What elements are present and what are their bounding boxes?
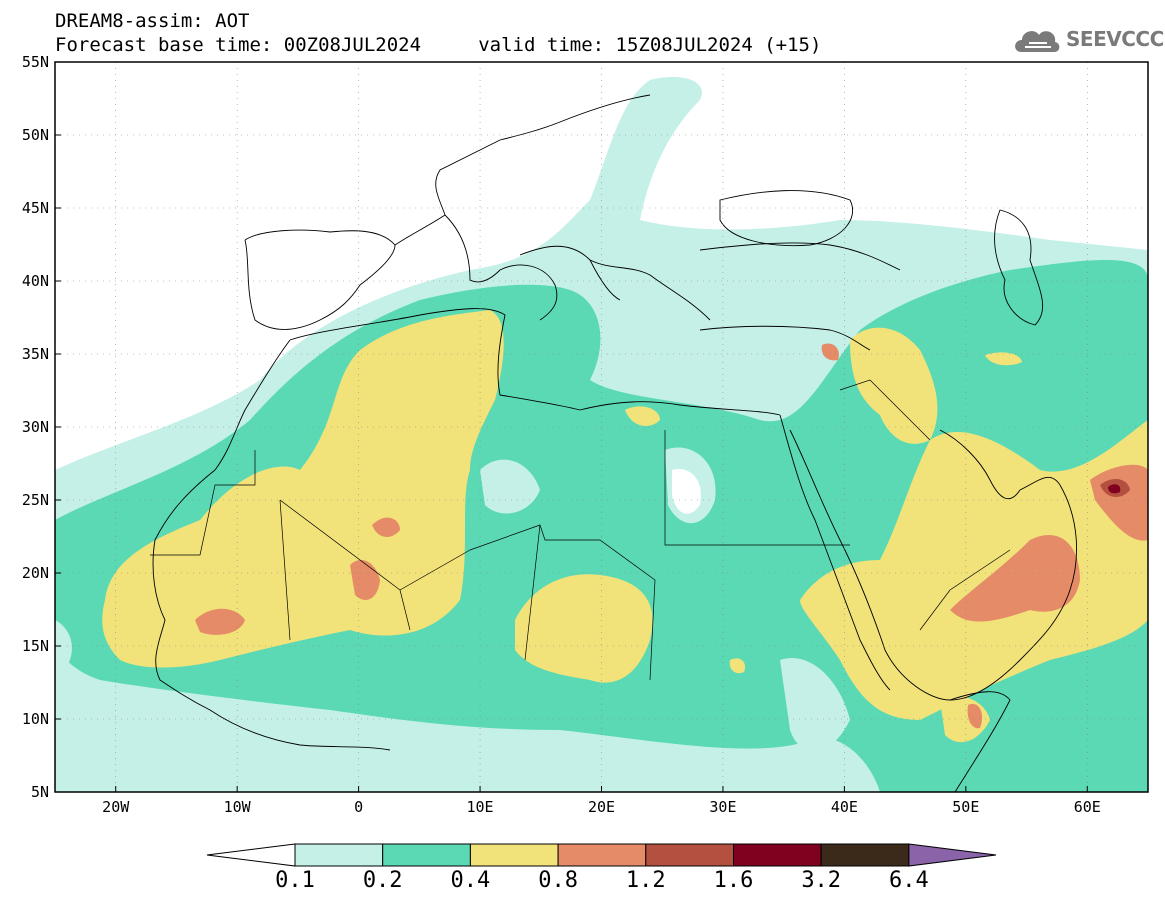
colorbar — [206, 843, 997, 867]
lat-tick-label: 45N — [22, 199, 49, 217]
colorbar-swatch — [820, 843, 910, 867]
colorbar-swatch — [645, 843, 734, 867]
colorbar-label: 0.2 — [362, 868, 403, 893]
colorbar-label: 0.1 — [275, 868, 315, 893]
aot-band-0.4-iraq — [850, 327, 938, 444]
seevccc-logo: SEEVCCC — [1011, 22, 1164, 58]
aot-band-0.4-chad — [515, 574, 653, 683]
aot-band-0.8-mali — [195, 608, 245, 635]
lon-tick-label: 60E — [1074, 798, 1101, 816]
colorbar-high-arrow — [908, 843, 997, 867]
aot-band-0.4-arabia — [800, 420, 1148, 720]
aot-band-0.8-somalia — [967, 703, 983, 729]
colorbar-low-arrow — [206, 843, 296, 867]
colorbar-label: 0.8 — [538, 868, 578, 893]
colorbar-swatch — [294, 843, 384, 867]
aot-band-0.4-west-sahara — [102, 310, 504, 668]
aot-band-0.8-algeria — [372, 517, 400, 537]
aot-band-0.8-niger — [350, 560, 380, 600]
colorbar-label: 0.4 — [450, 868, 491, 893]
aot-clear-sahel — [55, 620, 72, 680]
aot-band-0.4-iran-spot — [985, 352, 1022, 366]
arabia-east-coast — [949, 484, 1077, 701]
graticule — [55, 62, 1148, 792]
colorbar-swatch — [382, 843, 471, 867]
lon-tick-label: 20E — [588, 798, 615, 816]
black-sea-coast — [719, 190, 854, 246]
lat-tick-label: 30N — [22, 418, 49, 436]
colorbar-label: 1.2 — [625, 868, 666, 893]
logo-text: SEEVCCC — [1066, 27, 1164, 51]
lat-tick-label: 50N — [22, 126, 49, 144]
cloud-icon — [1015, 31, 1060, 52]
aot-band-0.8-arabia — [950, 534, 1080, 622]
aot-band-0.8-iraq-spot — [821, 343, 839, 361]
north-africa-coast — [289, 308, 781, 416]
arabian-gulf — [939, 429, 1061, 500]
aot-band-0.4-libya-spot — [625, 406, 660, 426]
lat-tick-label: 15N — [22, 637, 49, 655]
aot-clear-ethiopia — [780, 658, 850, 752]
lat-tick-label: 25N — [22, 491, 49, 509]
colorbar-swatch — [557, 843, 647, 867]
colorbar-label: 1.6 — [713, 868, 754, 893]
lat-tick-label: 20N — [22, 564, 49, 582]
lon-tick-label: 10W — [224, 798, 252, 816]
lon-tick-label: 30E — [709, 798, 736, 816]
country-borders — [150, 379, 1011, 681]
lon-tick-labels: 20W 10W 0 10E 20E 30E 40E 50E 60E — [102, 786, 1101, 816]
horn-coast — [949, 691, 1011, 792]
aot-band-1.6-pakistan — [1108, 484, 1121, 494]
colorbar-swatch — [469, 843, 559, 867]
lon-tick-label: 0 — [354, 798, 363, 816]
lat-tick-label: 40N — [22, 272, 49, 290]
colorbar-label: 3.2 — [801, 868, 842, 893]
arabia-west-coast — [789, 429, 951, 701]
aot-clear-egypt-core — [672, 469, 701, 514]
west-africa-coast — [152, 339, 391, 751]
aot-clear-libya — [480, 459, 540, 514]
caspian-coast — [994, 209, 1044, 326]
lat-tick-label: 10N — [22, 710, 49, 728]
lat-tick-label: 35N — [22, 345, 49, 363]
forecast-time-line: Forecast base time: 00Z08JUL2024 valid t… — [55, 34, 822, 56]
lon-tick-label: 40E — [831, 798, 858, 816]
lat-tick-label: 55N — [22, 53, 49, 71]
colorbar-swatch — [733, 843, 822, 867]
lon-tick-label: 10E — [467, 798, 494, 816]
lon-tick-label: 50E — [952, 798, 979, 816]
aot-band-0.4-sudan-spot — [729, 658, 746, 674]
lon-tick-label: 20W — [102, 798, 130, 816]
europe-coast — [244, 94, 711, 321]
coastlines — [150, 94, 1077, 792]
red-sea-coast — [779, 414, 891, 691]
chart-title: DREAM8-assim: AOT — [55, 10, 250, 32]
lat-tick-labels: 55N 50N 45N 40N 35N 30N 25N 20N 15N 10N 5N — [22, 53, 61, 801]
anatolia-coast — [699, 242, 901, 351]
lat-tick-label: 5N — [31, 783, 49, 801]
colorbar-label: 6.4 — [889, 868, 929, 893]
iberia-coast — [244, 239, 396, 330]
